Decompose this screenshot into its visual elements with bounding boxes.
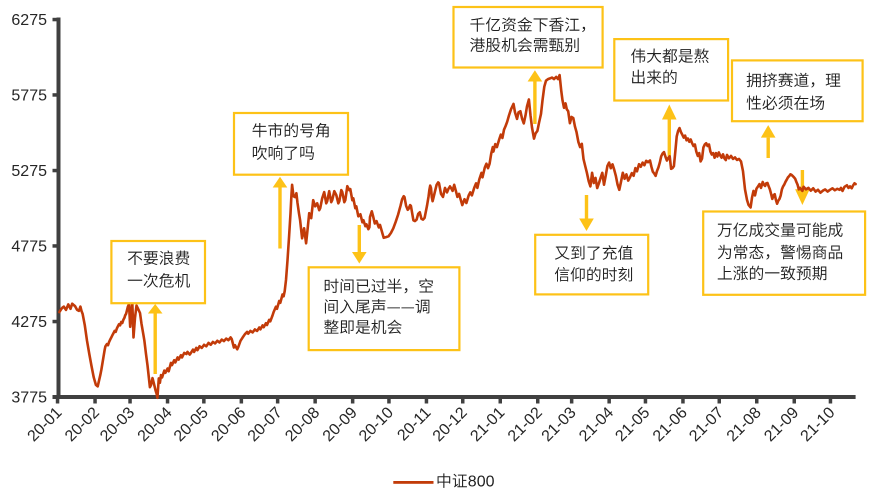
svg-text:4275: 4275: [11, 314, 47, 331]
svg-text:5775: 5775: [11, 88, 47, 105]
svg-text:4775: 4775: [11, 239, 47, 256]
svg-text:800: 800: [468, 473, 495, 490]
svg-text:6275: 6275: [11, 12, 47, 29]
svg-text:3775: 3775: [11, 390, 47, 407]
svg-text:5275: 5275: [11, 163, 47, 180]
